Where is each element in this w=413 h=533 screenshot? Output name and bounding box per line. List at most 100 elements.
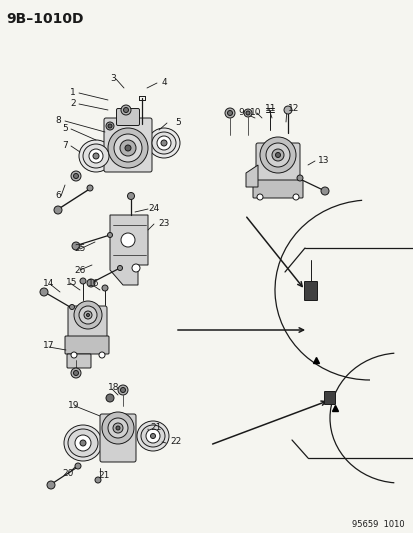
Circle shape [117, 265, 122, 271]
Circle shape [292, 194, 298, 200]
Text: 8: 8 [55, 116, 61, 125]
Circle shape [108, 124, 112, 128]
Circle shape [227, 110, 232, 116]
Circle shape [113, 423, 123, 433]
Text: 10: 10 [249, 108, 261, 117]
Circle shape [72, 242, 80, 250]
Circle shape [243, 109, 252, 117]
Circle shape [79, 306, 97, 324]
Ellipse shape [79, 140, 113, 172]
Circle shape [266, 143, 289, 167]
Text: 4: 4 [161, 77, 167, 86]
Circle shape [75, 435, 91, 451]
Circle shape [47, 481, 55, 489]
Circle shape [108, 128, 147, 168]
Text: 18: 18 [108, 384, 119, 392]
Text: 12: 12 [287, 103, 299, 112]
Circle shape [127, 192, 134, 199]
Ellipse shape [64, 425, 102, 461]
Circle shape [120, 140, 136, 156]
FancyBboxPatch shape [255, 143, 299, 187]
Text: 16: 16 [88, 279, 99, 287]
Circle shape [87, 185, 93, 191]
Text: 5: 5 [175, 117, 180, 126]
Text: 26: 26 [74, 265, 85, 274]
Circle shape [132, 264, 140, 272]
Circle shape [69, 304, 74, 310]
Text: 2: 2 [70, 99, 76, 108]
FancyBboxPatch shape [100, 414, 136, 462]
Text: 13: 13 [317, 156, 329, 165]
Text: 22: 22 [170, 438, 181, 447]
Text: 3: 3 [110, 74, 116, 83]
Text: 9: 9 [237, 108, 243, 117]
Circle shape [74, 174, 78, 179]
Circle shape [40, 288, 48, 296]
Ellipse shape [152, 132, 176, 154]
Circle shape [74, 370, 78, 376]
Circle shape [296, 175, 302, 181]
Circle shape [106, 394, 114, 402]
Circle shape [161, 140, 166, 146]
Text: 95659  1010: 95659 1010 [351, 520, 404, 529]
Circle shape [86, 313, 89, 317]
Circle shape [71, 352, 77, 358]
Circle shape [118, 385, 128, 395]
Text: 14: 14 [43, 279, 54, 287]
Circle shape [102, 412, 134, 444]
Text: 25: 25 [74, 244, 85, 253]
Circle shape [121, 105, 131, 115]
Text: 21: 21 [98, 472, 109, 481]
Circle shape [87, 279, 95, 287]
FancyBboxPatch shape [68, 306, 107, 342]
Circle shape [114, 134, 142, 162]
FancyBboxPatch shape [116, 109, 139, 125]
Ellipse shape [147, 128, 180, 158]
Circle shape [107, 232, 112, 238]
Circle shape [84, 311, 92, 319]
Polygon shape [110, 215, 147, 285]
Ellipse shape [137, 421, 169, 451]
Circle shape [93, 153, 99, 159]
Circle shape [256, 194, 262, 200]
Circle shape [245, 111, 249, 115]
Polygon shape [245, 165, 257, 187]
Circle shape [320, 187, 328, 195]
Text: 5: 5 [62, 124, 68, 133]
Circle shape [125, 145, 131, 151]
Circle shape [54, 206, 62, 214]
Ellipse shape [141, 425, 165, 447]
Circle shape [283, 106, 291, 114]
Text: 21: 21 [150, 424, 161, 432]
Text: 1: 1 [70, 87, 76, 96]
Circle shape [275, 152, 280, 157]
Circle shape [80, 440, 86, 446]
FancyBboxPatch shape [65, 336, 109, 354]
Circle shape [80, 278, 86, 284]
Circle shape [146, 429, 159, 443]
Circle shape [106, 122, 114, 130]
Circle shape [271, 149, 283, 161]
Text: 11: 11 [264, 103, 276, 112]
FancyBboxPatch shape [324, 392, 335, 405]
Circle shape [108, 418, 128, 438]
Circle shape [121, 233, 135, 247]
Text: 6: 6 [55, 190, 61, 199]
Circle shape [71, 368, 81, 378]
Text: 24: 24 [147, 204, 159, 213]
Text: 9B–1010D: 9B–1010D [6, 12, 83, 26]
Circle shape [74, 301, 102, 329]
Circle shape [120, 387, 125, 392]
Circle shape [95, 477, 101, 483]
Circle shape [75, 463, 81, 469]
Text: 17: 17 [43, 342, 55, 351]
Text: 19: 19 [68, 400, 79, 409]
Circle shape [89, 149, 103, 163]
Text: 7: 7 [62, 141, 68, 149]
FancyBboxPatch shape [304, 281, 317, 301]
Circle shape [71, 171, 81, 181]
FancyBboxPatch shape [104, 118, 152, 172]
FancyBboxPatch shape [67, 354, 91, 368]
Circle shape [259, 137, 295, 173]
Circle shape [99, 352, 105, 358]
